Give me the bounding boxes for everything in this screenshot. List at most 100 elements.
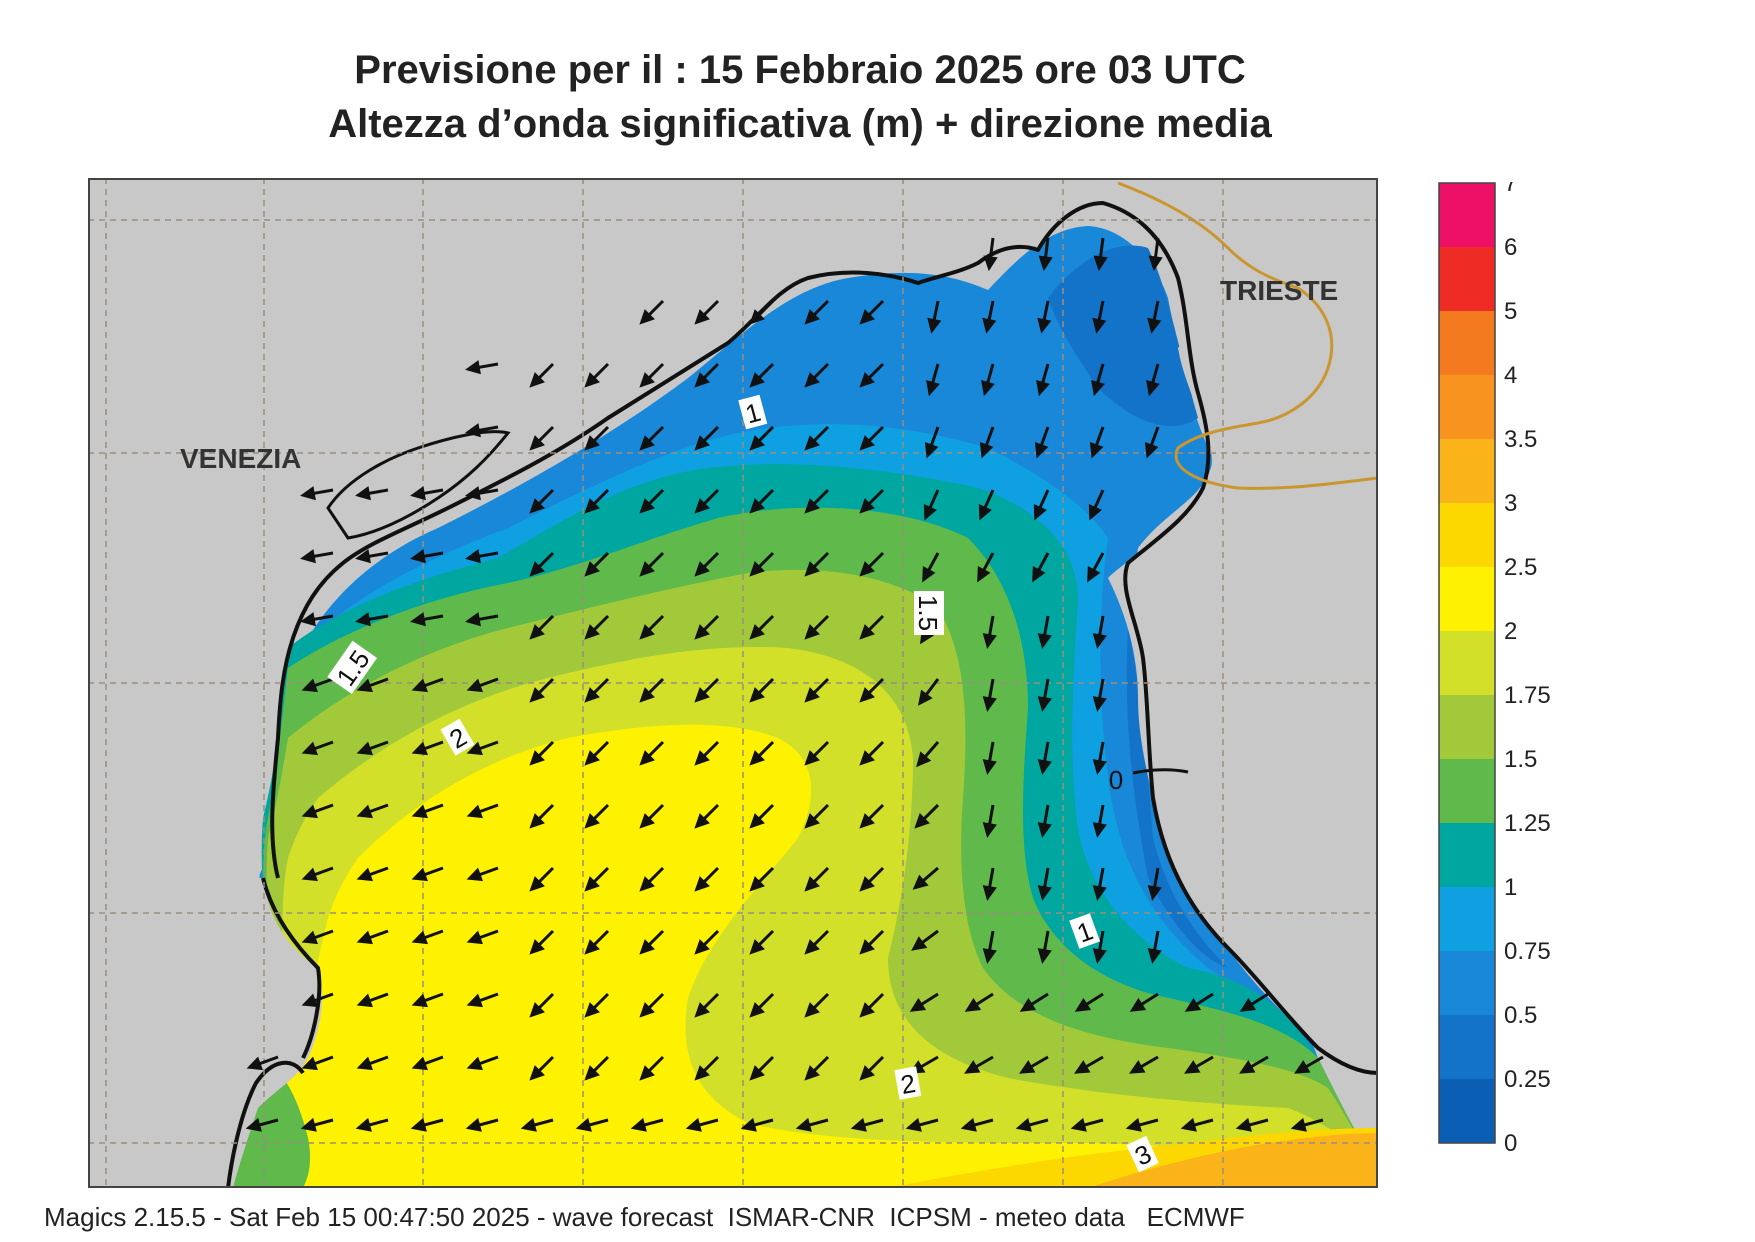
direction-arrow-head bbox=[355, 1117, 372, 1132]
direction-arrow-head bbox=[411, 930, 428, 945]
direction-arrow-head bbox=[529, 372, 545, 388]
direction-arrow-head bbox=[529, 687, 545, 703]
direction-arrow-head bbox=[584, 750, 600, 766]
direction-arrow-head bbox=[1148, 255, 1163, 272]
direction-arrow-head bbox=[1037, 633, 1052, 649]
direction-arrow-head bbox=[1092, 885, 1107, 901]
direction-arrow-head bbox=[749, 435, 765, 451]
direction-arrow-head bbox=[859, 939, 875, 955]
direction-arrow-head bbox=[584, 1002, 600, 1018]
direction-arrow-head bbox=[1092, 696, 1107, 712]
direction-arrow-head bbox=[859, 561, 875, 577]
direction-arrow-head bbox=[960, 1117, 977, 1132]
direction-arrow-head bbox=[301, 930, 318, 945]
direction-arrow-head bbox=[1147, 948, 1162, 964]
direction-arrow-head bbox=[911, 936, 928, 951]
direction-arrow-head bbox=[1038, 255, 1053, 272]
direction-arrow-head bbox=[1294, 1060, 1311, 1074]
direction-arrow-head bbox=[410, 549, 426, 564]
direction-arrow-head bbox=[978, 504, 992, 521]
direction-arrow-head bbox=[1184, 997, 1202, 1012]
direction-arrow-head bbox=[639, 309, 655, 325]
direction-arrow-head bbox=[584, 876, 600, 892]
direction-arrow-head bbox=[411, 1056, 428, 1071]
colorbar-swatch-4 bbox=[1439, 311, 1495, 375]
coastline-southwest bbox=[226, 1060, 305, 1188]
direction-arrow-head bbox=[981, 379, 995, 397]
colorbar-label: 2.5 bbox=[1504, 554, 1537, 581]
direction-arrow-head bbox=[1032, 565, 1046, 583]
direction-arrow-head bbox=[529, 498, 545, 514]
direction-arrow-head bbox=[1129, 997, 1147, 1012]
direction-arrow-head bbox=[1184, 1060, 1201, 1074]
direction-arrow-head bbox=[795, 1117, 812, 1132]
direction-arrow-head bbox=[1019, 1060, 1036, 1074]
direction-arrow-head bbox=[977, 565, 991, 583]
wave-height-map: 1 1.5 1.5 2 1 2 bbox=[88, 178, 1378, 1188]
colorbar-swatch-1.5 bbox=[1439, 695, 1495, 759]
direction-arrow-head bbox=[922, 565, 936, 583]
direction-arrow-head bbox=[964, 997, 982, 1012]
colorbar-label: 1 bbox=[1504, 874, 1517, 901]
direction-arrow-head bbox=[411, 804, 428, 819]
direction-arrow-head bbox=[1037, 885, 1052, 901]
direction-arrow-head bbox=[804, 1065, 820, 1081]
direction-arrow-head bbox=[584, 939, 600, 955]
direction-arrow-head bbox=[466, 741, 483, 756]
colorbar: 0 0.25 0.5 0.75 1 1.25 1.5 1.75 2 2.5 3 3.5 4 5 6 7 bbox=[1438, 182, 1551, 1152]
colorbar-label: 7 bbox=[1504, 182, 1517, 197]
direction-arrow-head bbox=[850, 1117, 867, 1132]
direction-arrow-head bbox=[411, 993, 428, 1008]
direction-arrow-head bbox=[639, 750, 655, 766]
direction-arrow-head bbox=[1092, 317, 1107, 334]
direction-arrow-head bbox=[859, 498, 875, 514]
direction-arrow-head bbox=[1019, 997, 1037, 1012]
direction-arrow-head bbox=[575, 1117, 592, 1132]
direction-arrow-head bbox=[804, 624, 820, 640]
direction-arrow-head bbox=[356, 993, 373, 1008]
land-west bbox=[88, 878, 323, 1188]
direction-arrow-head bbox=[749, 687, 765, 703]
direction-arrow-head bbox=[356, 1056, 373, 1071]
direction-arrow-head bbox=[749, 1065, 765, 1081]
direction-arrow-head bbox=[639, 435, 655, 451]
national-border bbox=[1117, 181, 1378, 490]
direction-arrow-head bbox=[584, 1065, 600, 1081]
direction-arrow-head bbox=[916, 751, 932, 768]
direction-arrow-head bbox=[301, 741, 318, 756]
wave-direction-arrows bbox=[245, 237, 1324, 1132]
direction-arrow-head bbox=[466, 993, 483, 1008]
direction-arrow-head bbox=[301, 804, 318, 819]
direction-arrow-head bbox=[694, 624, 710, 640]
direction-arrow-head bbox=[466, 867, 483, 882]
direction-arrow-head bbox=[914, 813, 930, 829]
direction-arrow-head bbox=[740, 1117, 757, 1132]
contour-label-2-south: 2 bbox=[898, 1068, 917, 1100]
title-line-2: Altezza d’onda significativa (m) + direz… bbox=[328, 102, 1272, 146]
direction-arrow-head bbox=[749, 372, 765, 388]
direction-arrow-head bbox=[639, 876, 655, 892]
direction-arrow-head bbox=[1037, 696, 1052, 712]
direction-arrow-head bbox=[804, 498, 820, 514]
direction-arrow-head bbox=[964, 1060, 981, 1074]
direction-arrow-head bbox=[749, 939, 765, 955]
direction-arrow-head bbox=[1129, 1060, 1146, 1074]
direction-arrow-head bbox=[1146, 379, 1160, 397]
land-east bbox=[1108, 318, 1378, 1078]
direction-arrow-head bbox=[356, 804, 373, 819]
direction-arrow-head bbox=[804, 309, 820, 325]
land-north bbox=[88, 178, 1378, 898]
direction-arrow-head bbox=[1074, 1060, 1091, 1074]
direction-arrow-head bbox=[1144, 442, 1159, 459]
direction-arrow-head bbox=[584, 498, 600, 514]
direction-arrow-head bbox=[1125, 1117, 1142, 1132]
colorbar-swatch-1.25 bbox=[1439, 759, 1495, 823]
colorbar-label: 3.5 bbox=[1504, 426, 1537, 453]
direction-arrow-head bbox=[466, 804, 483, 819]
colorbar-label: 0.5 bbox=[1504, 1002, 1537, 1029]
direction-arrow-head bbox=[520, 1117, 537, 1132]
direction-arrow-head bbox=[465, 486, 481, 501]
colorbar-swatch-0 bbox=[1439, 1079, 1495, 1143]
direction-arrow-head bbox=[465, 1117, 482, 1132]
contour-labels: 1 1.5 1.5 2 1 2 bbox=[327, 394, 1159, 1173]
